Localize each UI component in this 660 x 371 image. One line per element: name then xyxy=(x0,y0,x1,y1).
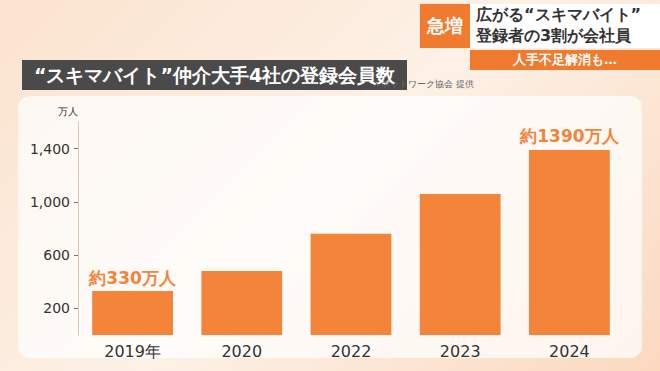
svg-text:万人: 万人 xyxy=(58,106,78,117)
svg-text:約1390万人: 約1390万人 xyxy=(519,126,619,146)
svg-text:2024: 2024 xyxy=(549,342,590,361)
html-text:人手不足解消も…: 人手不足解消も… xyxy=(513,52,617,67)
html-text:広がる“スキマバイト”: 広がる“スキマバイト” xyxy=(476,5,641,24)
svg-text:600: 600 xyxy=(43,247,70,263)
svg-text:2022: 2022 xyxy=(331,342,372,361)
svg-text:1,000: 1,000 xyxy=(30,194,70,210)
svg-text:200: 200 xyxy=(43,300,70,316)
svg-text:約330万人: 約330万人 xyxy=(88,268,176,288)
html-text:“スキマバイト”仲介大手4社の登録会員数: “スキマバイト”仲介大手4社の登録会員数 xyxy=(34,64,396,86)
svg-text:1,400: 1,400 xyxy=(30,141,70,157)
svg-text:2019年: 2019年 xyxy=(104,342,161,361)
svg-text:2020: 2020 xyxy=(221,342,262,361)
svg-text:2023: 2023 xyxy=(440,342,481,361)
html-text:登録者の3割が会社員: 登録者の3割が会社員 xyxy=(476,26,632,45)
html-text:スポットワーク協会 提供: スポットワーク協会 提供 xyxy=(372,79,474,89)
html-text:急増: 急増 xyxy=(427,15,463,36)
